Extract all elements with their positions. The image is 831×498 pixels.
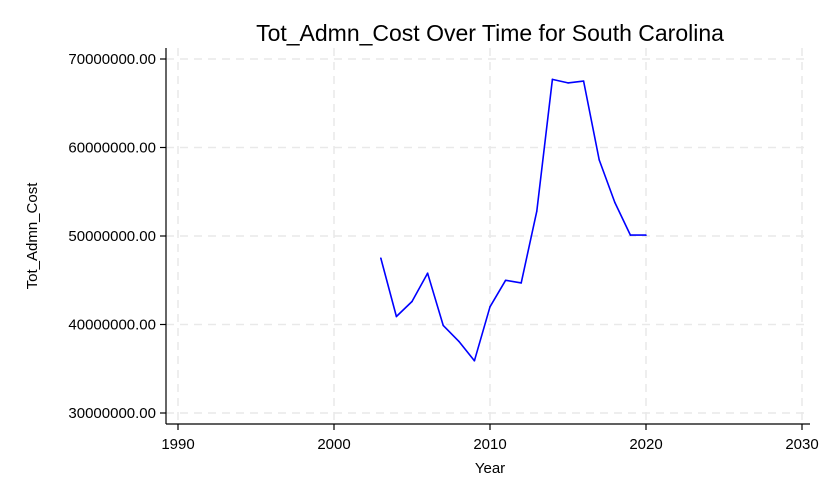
data-point-0-7 bbox=[489, 306, 491, 308]
y-tick-label-4: 70000000.00 bbox=[68, 51, 156, 68]
y-axis-label: Tot_Admn_Cost bbox=[24, 182, 41, 290]
grid-lines bbox=[166, 48, 810, 424]
y-tick-label-2: 50000000.00 bbox=[68, 228, 156, 245]
series-layer bbox=[380, 78, 647, 362]
data-point-0-3 bbox=[426, 272, 429, 274]
y-tick-label-3: 60000000.00 bbox=[68, 140, 156, 157]
data-point-0-8 bbox=[504, 279, 507, 282]
tick-labels: 1990 2000 2010 2020 2030 30000000.00 40000000.… bbox=[68, 51, 818, 453]
data-point-0-6 bbox=[473, 359, 476, 362]
data-point-0-0 bbox=[380, 257, 382, 259]
data-point-0-14 bbox=[598, 159, 600, 161]
data-point-0-13 bbox=[582, 80, 585, 82]
data-point-0-5 bbox=[458, 340, 460, 343]
x-tick-label-1: 2000 bbox=[317, 436, 350, 453]
data-point-0-10 bbox=[536, 210, 538, 213]
data-point-0-2 bbox=[411, 300, 413, 303]
data-point-0-1 bbox=[395, 315, 398, 318]
y-tick-label-1: 40000000.00 bbox=[68, 317, 156, 334]
x-tick-label-2: 2010 bbox=[473, 436, 506, 453]
x-tick-label-3: 2020 bbox=[629, 436, 662, 453]
series-line-0 bbox=[380, 78, 646, 362]
data-point-0-9 bbox=[520, 282, 522, 284]
data-point-0-11 bbox=[551, 78, 554, 81]
x-tick-label-4: 2030 bbox=[785, 436, 818, 453]
data-point-0-15 bbox=[614, 201, 616, 204]
data-point-0-4 bbox=[442, 324, 445, 327]
x-tick-label-0: 1990 bbox=[161, 436, 194, 453]
chart-title: Tot_Admn_Cost Over Time for South Caroli… bbox=[256, 20, 724, 46]
y-tick-label-0: 30000000.00 bbox=[68, 405, 156, 422]
x-axis-label: Year bbox=[475, 460, 505, 477]
data-point-0-17 bbox=[645, 234, 647, 236]
data-point-0-16 bbox=[629, 234, 632, 236]
data-point-0-12 bbox=[567, 82, 569, 84]
